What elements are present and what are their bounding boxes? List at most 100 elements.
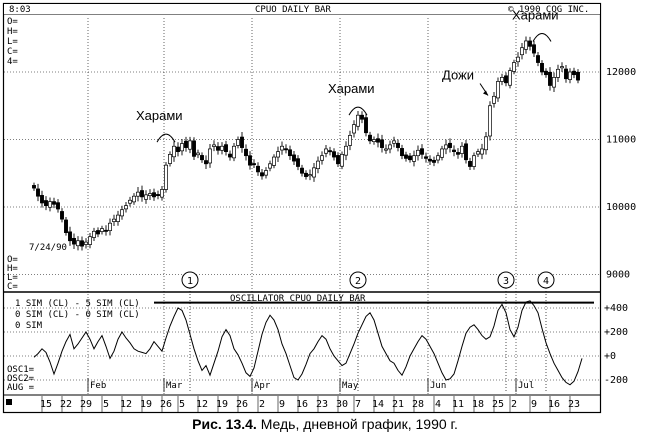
candle-body — [156, 194, 160, 196]
date-tick-label: 23 — [568, 399, 580, 410]
oscillator-legend-2: 0 SIM (CL) - 0 SIM (CL) — [15, 310, 140, 320]
marker-number: 2 — [355, 276, 361, 287]
candle-body — [356, 114, 360, 127]
candle-body — [408, 155, 412, 161]
candle-body — [296, 158, 300, 167]
date-tick-label: 12 — [120, 399, 132, 410]
candle-body — [524, 40, 528, 50]
marker-circle — [537, 271, 555, 289]
candle-body — [340, 154, 344, 167]
date-tick-label: 28 — [412, 399, 424, 410]
candle-body — [152, 192, 156, 198]
candle-body — [284, 148, 288, 151]
date-tick-label: 18 — [472, 399, 484, 410]
candle-body — [188, 140, 192, 150]
left-label-4: 4= — [7, 57, 18, 67]
candle-body — [572, 70, 576, 76]
candle-body — [100, 228, 104, 232]
candle-body — [136, 191, 140, 197]
header-bar — [4, 4, 600, 14]
scroll-box-icon[interactable] — [6, 399, 12, 405]
candle-body — [164, 164, 168, 190]
candle-body — [372, 139, 376, 143]
candle-body — [520, 47, 524, 56]
annotation-arc — [156, 133, 176, 143]
price-tick-label: 12000 — [606, 67, 636, 78]
candle-body — [160, 189, 164, 198]
candle-body — [516, 56, 520, 63]
candle-body — [540, 63, 544, 73]
candle-body — [60, 211, 64, 220]
date-tick-label: 5 — [179, 399, 185, 410]
date-tick-label: 19 — [140, 399, 152, 410]
candle-body — [384, 148, 388, 151]
candle-body — [328, 150, 332, 153]
candle-body — [416, 149, 420, 157]
candle-body — [96, 230, 100, 235]
candle-body — [228, 153, 232, 158]
candle-body — [392, 140, 396, 144]
candle-body — [532, 44, 536, 54]
left-label-o: O= — [7, 17, 18, 27]
candle-body — [544, 70, 548, 76]
candle-body — [488, 105, 492, 137]
date-tick-label: 19 — [216, 399, 228, 410]
left-label-h: H= — [7, 27, 18, 37]
candle-body — [240, 136, 244, 148]
annotation-arc — [348, 106, 368, 116]
marker-circle — [181, 271, 199, 289]
candle-body — [44, 200, 48, 207]
marker-number: 1 — [187, 276, 193, 287]
candle-body — [456, 152, 460, 155]
month-label: Jun — [430, 381, 446, 391]
candle-body — [320, 155, 324, 161]
oscillator-side-osc2: OSC2= — [7, 374, 35, 384]
candle-body — [400, 148, 404, 157]
candle-body — [128, 199, 132, 204]
annotation-arc — [532, 33, 552, 42]
date-tick-label: 9 — [531, 399, 537, 410]
candle-body — [112, 218, 116, 222]
candle-body — [244, 148, 248, 157]
date-tick-label: 21 — [392, 399, 404, 410]
header-copyright: © 1990 CQG INC. — [508, 5, 589, 15]
candle-body — [116, 214, 120, 222]
candle-body — [424, 156, 428, 159]
candle-body — [176, 146, 180, 152]
candle-body — [528, 40, 532, 47]
candle-body — [216, 146, 220, 151]
candle-body — [404, 154, 408, 159]
left-label-c: C= — [7, 47, 18, 57]
candle-body — [352, 124, 356, 134]
annotation-label: Харами — [136, 108, 183, 123]
candle-body — [576, 71, 580, 81]
candle-body — [428, 158, 432, 162]
candle-body — [172, 145, 176, 158]
candle-body — [232, 145, 236, 159]
marker-circle — [349, 271, 367, 289]
annotation-label: Дожи — [442, 68, 474, 83]
candle-body — [324, 148, 328, 154]
candle-body — [460, 145, 464, 154]
candle-body — [536, 55, 540, 63]
price-tick-label: 10000 — [606, 202, 636, 213]
candle-body — [80, 240, 84, 247]
candle-body — [248, 155, 252, 166]
candle-body — [272, 156, 276, 166]
candle-body — [316, 160, 320, 170]
candle-body — [32, 185, 36, 189]
candle-body — [120, 209, 124, 217]
osc-tick-label: -200 — [604, 375, 628, 386]
candle-body — [72, 237, 76, 245]
candle-body — [288, 149, 292, 157]
candle-body — [208, 148, 212, 164]
date-tick-label: 5 — [103, 399, 109, 410]
oscillator-title: OSCILLATOR CPUO DAILY BAR — [230, 294, 366, 304]
date-tick-label: 2 — [511, 399, 517, 410]
candle-body — [452, 149, 456, 152]
price-tick-label: 9000 — [606, 270, 630, 281]
left-label-h2: H= — [7, 264, 18, 274]
date-tick-label: 26 — [236, 399, 248, 410]
date-tick-label: 4 — [435, 399, 441, 410]
candle-body — [192, 140, 196, 157]
